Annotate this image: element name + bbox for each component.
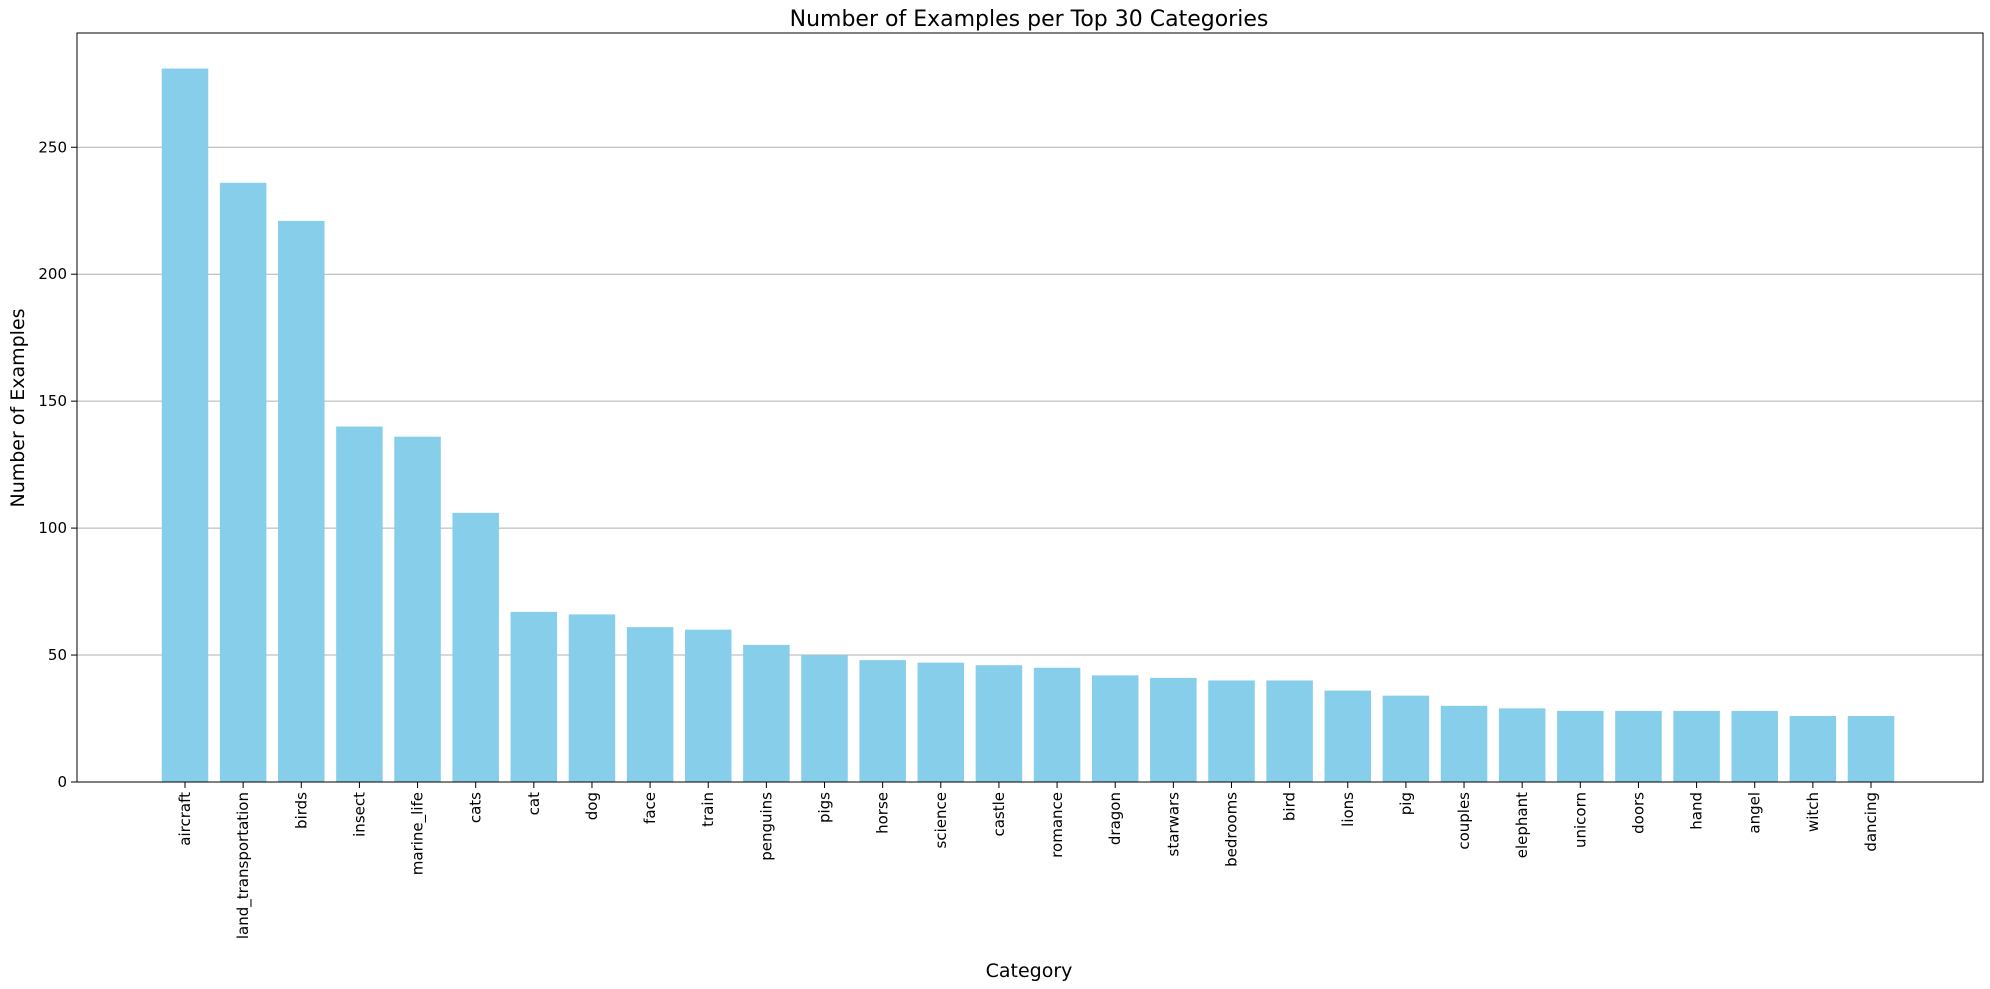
- y-tick-label: 50: [48, 646, 67, 664]
- bar-birds: [278, 220, 325, 782]
- x-axis-ticks: aircraft land_transportation birds insect ma…: [176, 782, 1880, 939]
- bar-train: [684, 629, 732, 782]
- x-tick-label: insect: [350, 792, 368, 837]
- bar-starwars: [1150, 677, 1197, 782]
- x-tick-label: pigs: [816, 792, 834, 823]
- bar-hand: [1673, 710, 1720, 782]
- x-tick-label: cats: [467, 792, 485, 823]
- x-tick-label: bird: [1281, 792, 1299, 821]
- x-tick-label: starwars: [1164, 792, 1182, 857]
- bar-angel: [1731, 710, 1778, 782]
- x-tick-label: cat: [525, 792, 543, 815]
- x-tick-label: doors: [1629, 792, 1647, 834]
- x-tick-label: romance: [1048, 792, 1066, 858]
- x-tick-label: penguins: [757, 792, 775, 861]
- y-tick-label: 250: [38, 138, 67, 156]
- x-axis-title: Category: [986, 960, 1073, 982]
- x-tick-label: marine_life: [409, 792, 428, 875]
- y-tick-label: 200: [38, 265, 67, 283]
- bar-pig: [1382, 695, 1430, 782]
- x-tick-label: bedrooms: [1222, 792, 1240, 867]
- bar-romance: [1033, 667, 1081, 782]
- bar-cats: [452, 512, 499, 782]
- x-tick-label: pig: [1397, 792, 1415, 815]
- x-tick-label: birds: [292, 792, 310, 829]
- y-tick-label: 0: [57, 773, 67, 791]
- x-tick-label: lions: [1339, 792, 1357, 827]
- x-tick-label: couples: [1455, 792, 1473, 850]
- bar-face: [626, 627, 674, 782]
- bars: [161, 68, 1895, 783]
- x-tick-label: castle: [990, 792, 1008, 837]
- bar-dog: [568, 614, 616, 782]
- bar-horse: [859, 660, 906, 782]
- y-axis-title: Number of Examples: [7, 308, 29, 507]
- x-tick-label: aircraft: [176, 792, 194, 846]
- bar-penguins: [743, 644, 790, 782]
- x-tick-label: dragon: [1106, 792, 1124, 845]
- bar-lions: [1324, 690, 1372, 782]
- bar-science: [917, 662, 965, 782]
- x-tick-label: face: [641, 792, 659, 824]
- bar-aircraft: [161, 68, 209, 782]
- y-tick-label: 150: [38, 392, 67, 410]
- bar-bird: [1266, 680, 1313, 782]
- bar-pigs: [801, 655, 848, 782]
- bar-doors: [1615, 710, 1662, 782]
- x-tick-label: hand: [1688, 792, 1706, 830]
- x-tick-label: unicorn: [1571, 792, 1589, 848]
- x-tick-label: horse: [874, 792, 892, 834]
- bar-unicorn: [1557, 710, 1604, 782]
- bar-insect: [336, 426, 383, 782]
- bar-couples: [1440, 705, 1488, 782]
- x-tick-label: train: [699, 792, 717, 827]
- y-tick-label: 100: [38, 519, 67, 537]
- x-tick-label: dancing: [1862, 792, 1880, 852]
- bar-dragon: [1091, 675, 1139, 782]
- x-tick-label: angel: [1746, 792, 1764, 834]
- plot-frame: [76, 32, 1984, 783]
- x-tick-label: land_transportation: [234, 792, 253, 939]
- bar-witch: [1789, 715, 1837, 782]
- bar-bedrooms: [1208, 680, 1255, 782]
- bar-dancing: [1847, 715, 1895, 782]
- x-tick-label: dog: [583, 792, 601, 820]
- bar-cat: [510, 611, 558, 782]
- bar-castle: [975, 665, 1023, 782]
- x-tick-label: witch: [1804, 792, 1822, 832]
- bar-land_transportation: [219, 182, 267, 783]
- x-tick-label: elephant: [1513, 792, 1531, 858]
- x-tick-label: science: [932, 792, 950, 848]
- y-axis-ticks: 0 50 100 150 200 250: [38, 138, 77, 791]
- chart-title: Number of Examples per Top 30 Categories: [790, 7, 1269, 32]
- bar-marine_life: [394, 436, 441, 782]
- bar-elephant: [1498, 708, 1546, 782]
